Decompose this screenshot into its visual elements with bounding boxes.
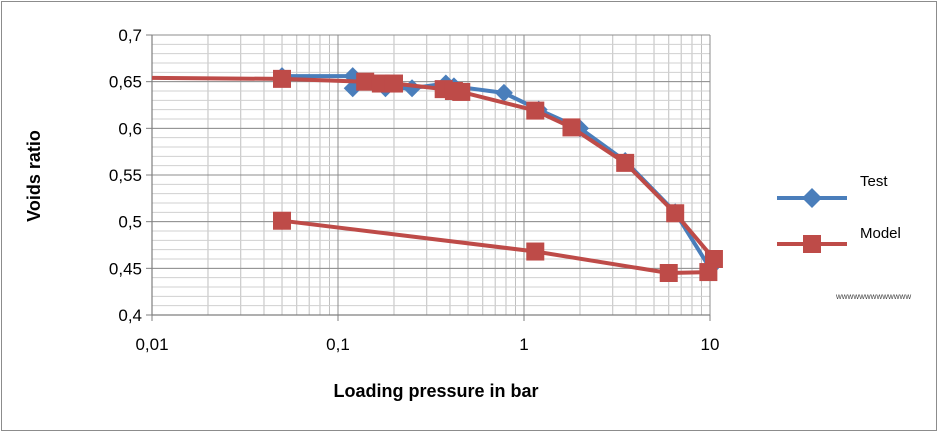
y-tick-label: 0,6: [118, 119, 142, 138]
model-point: [666, 204, 685, 223]
y-tick-label: 0,7: [118, 26, 142, 45]
legend-item-model: Model: [777, 225, 901, 253]
legend: Test Model wwwwwwwwwwwww: [777, 173, 911, 301]
legend-model-label: Model: [860, 225, 901, 242]
legend-item-test: Test: [777, 173, 888, 208]
model-point: [526, 242, 545, 261]
tick-labels: 0,4 0,45 0,5 0,55 0,6 0,65 0,7 0,01 0,1 1 10: [109, 26, 720, 354]
voids-ratio-chart: 0,4 0,45 0,5 0,55 0,6 0,65 0,7 0,01 0,1 1 10 Loadi…: [24, 26, 911, 401]
model-point: [356, 72, 375, 91]
model-point: [699, 263, 718, 282]
chart-frame: 0,4 0,45 0,5 0,55 0,6 0,65 0,7 0,01 0,1 1 10 Loadi…: [1, 1, 937, 431]
test-line: [282, 74, 712, 270]
x-axis-title: Loading pressure in bar: [333, 381, 538, 401]
y-tick-label: 0,4: [118, 306, 142, 325]
model-point: [384, 74, 403, 93]
model-point: [273, 211, 292, 230]
y-axis-title: Voids ratio: [24, 130, 44, 222]
model-point: [526, 101, 545, 120]
x-tick-label: 0,1: [326, 335, 350, 354]
legend-test-marker: [802, 188, 822, 208]
model-point: [452, 82, 471, 101]
y-tick-label: 0,45: [109, 259, 142, 278]
model-point: [616, 153, 635, 172]
legend-stray-text: wwwwwwwwwwwww: [835, 292, 911, 301]
model-point: [273, 69, 292, 88]
model-point: [659, 264, 678, 282]
x-tick-label: 10: [701, 335, 720, 354]
legend-model-marker: [803, 235, 821, 253]
series-model: [151, 69, 723, 282]
axes: [146, 34, 711, 321]
model-point: [562, 118, 581, 137]
y-tick-label: 0,65: [109, 73, 142, 92]
legend-test-label: Test: [860, 173, 888, 190]
x-tick-label: 1: [519, 335, 528, 354]
y-tick-label: 0,55: [109, 166, 142, 185]
x-tick-label: 0,01: [135, 335, 168, 354]
test-point: [494, 83, 513, 102]
series: [151, 67, 723, 282]
y-tick-label: 0,5: [118, 213, 142, 232]
